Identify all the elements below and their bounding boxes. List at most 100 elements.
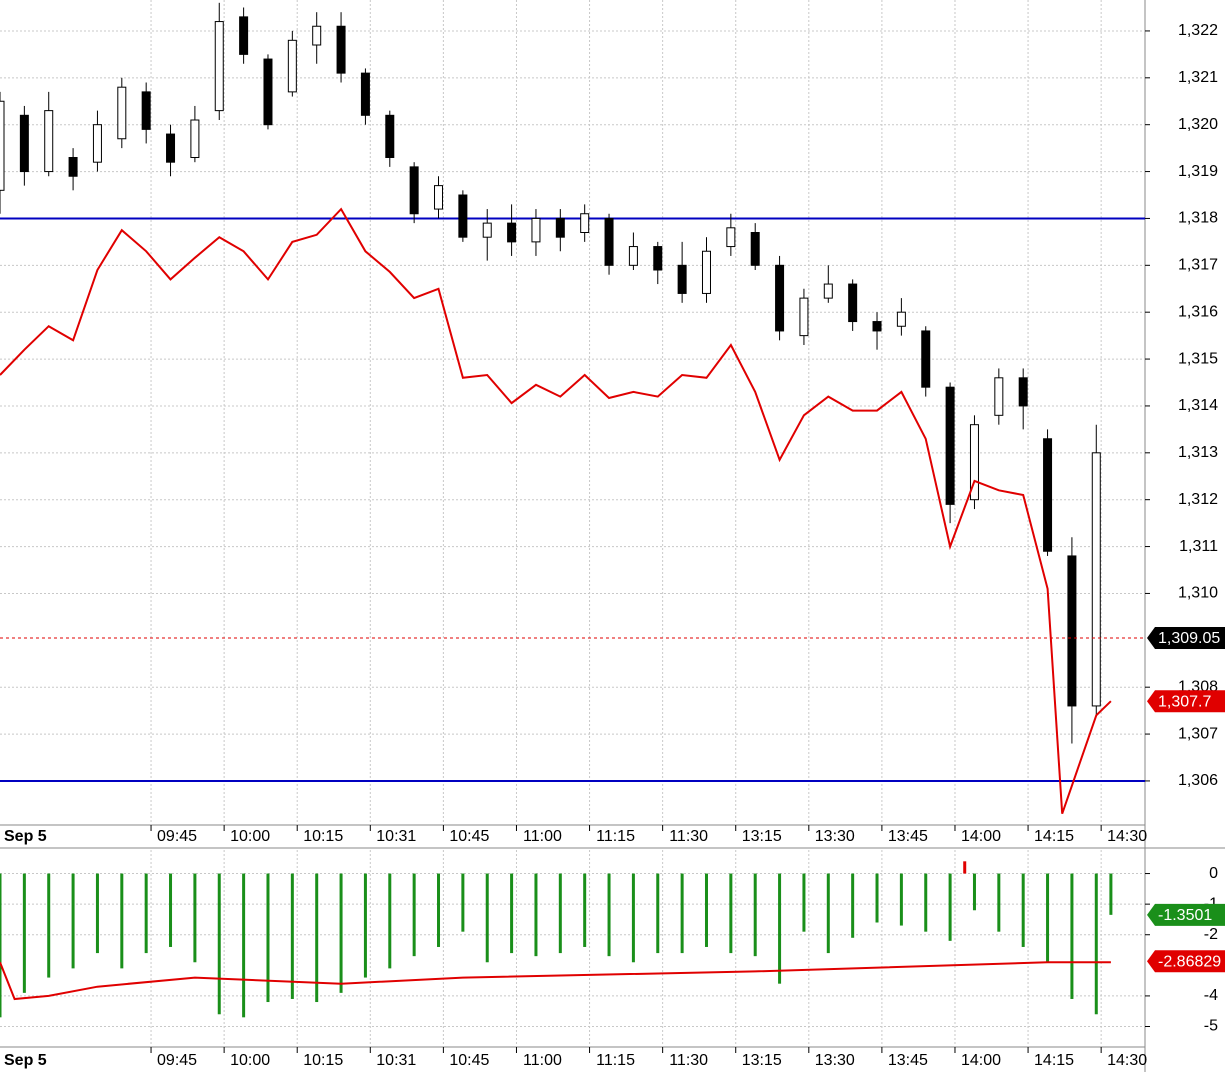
candle-body [775,264,785,332]
histogram-bar [607,873,611,957]
x-tick-label: 14:30 [1107,828,1147,845]
x-tick-label: 10:00 [230,1052,270,1069]
histogram-bar [963,861,967,874]
candle-body [434,185,444,210]
candle-body [141,91,151,130]
histogram-bar [753,873,757,957]
candle-body [409,166,419,215]
histogram-bar [339,873,343,993]
x-tick-label: 11:30 [669,1052,708,1069]
histogram-bar [656,873,660,954]
candle-body [1067,555,1077,707]
value-tag [1147,626,1225,649]
candle-body [482,222,492,238]
x-tick-label: 13:15 [742,828,782,845]
x-tick-label: 14:15 [1034,828,1074,845]
candle-body [726,227,736,248]
candle-body [628,246,638,266]
histogram-bar [510,873,514,954]
y-tick-label: 1,315 [1178,350,1218,367]
y-tick-label: -2 [1204,926,1218,943]
candle-body [896,311,906,327]
x-tick-label: 14:15 [1034,1052,1074,1069]
y-tick-label: 1,312 [1178,491,1218,508]
histogram-bar [120,873,124,969]
candle-body [287,39,297,93]
y-tick-label: 1,307 [1178,725,1218,742]
histogram-bar [22,873,26,993]
value-tag [1147,690,1225,713]
histogram-bar [0,873,2,1018]
y-tick-label: 1,306 [1178,772,1218,789]
x-tick-label: 11:00 [523,828,562,845]
y-tick-label: 1,317 [1178,257,1218,274]
candle-body [701,250,711,294]
histogram-bar [631,873,635,963]
x-tick-label: 10:00 [230,828,270,845]
y-tick-label: -5 [1204,1018,1218,1035]
x-tick-label: 09:45 [157,828,197,845]
histogram-bar [412,873,416,957]
y-tick-label: 1,320 [1178,116,1218,133]
histogram-bar [461,873,465,932]
histogram-bar [997,873,1001,932]
x-tick-label: 13:15 [742,1052,782,1069]
candle-body [604,217,614,266]
histogram-bar [899,873,903,926]
x-tick-label: 14:00 [961,828,1001,845]
value-tag [1147,903,1225,926]
histogram-bar [1109,873,1113,915]
candle-body [969,424,979,501]
histogram-bar [266,873,270,1003]
candle-body [653,246,663,271]
x-tick-label: 10:31 [376,1052,416,1069]
histogram-bar [826,873,830,954]
candle-body [360,72,370,116]
signal-line [0,961,1111,1001]
histogram-bar [1070,873,1074,999]
histogram-bar [558,873,562,954]
y-tick-label: 1,319 [1178,163,1218,180]
histogram-bar [193,873,197,963]
candle-body [214,21,224,112]
histogram-bar [437,873,441,947]
candle-body [190,119,200,158]
histogram-bar [924,873,928,932]
candle-body [507,222,517,243]
candle-body [263,58,273,126]
histogram-bar [778,873,782,984]
candle-body [0,100,5,191]
histogram-bar [315,873,319,1003]
histogram-bar [875,873,879,923]
x-tick-label: 10:15 [303,828,343,845]
candle-body [750,232,760,266]
candle-body [823,283,833,299]
candle-body [848,283,858,323]
y-tick-label: 1,318 [1178,210,1218,227]
y-tick-label: 1,311 [1179,538,1218,555]
candle-body [580,213,590,233]
value-tag-label: -2.86829 [1158,954,1221,971]
histogram-bar [47,873,51,978]
x-tick-label: 11:15 [596,828,635,845]
candle-body [336,25,346,74]
y-tick-label: 1,322 [1178,22,1218,39]
candle-body [945,386,955,505]
x-tick-label: 13:45 [888,1052,928,1069]
y-tick-label: -4 [1204,987,1218,1004]
candle-body [1091,452,1101,707]
histogram-bar [851,873,855,938]
histogram-bar [71,873,75,969]
histogram-bar [95,873,99,954]
value-tag-label: 1,309.05 [1158,630,1220,647]
candle-body [677,264,687,294]
candle-body [68,157,78,177]
value-tag-label: -1.3501 [1158,907,1212,924]
x-tick-label: 11:30 [669,828,708,845]
y-tick-label: 0 [1209,865,1218,882]
x-tick-label: 13:30 [815,828,855,845]
histogram-bar [729,873,733,954]
y-tick-label: 1,321 [1178,69,1218,86]
candle-body [239,16,249,55]
